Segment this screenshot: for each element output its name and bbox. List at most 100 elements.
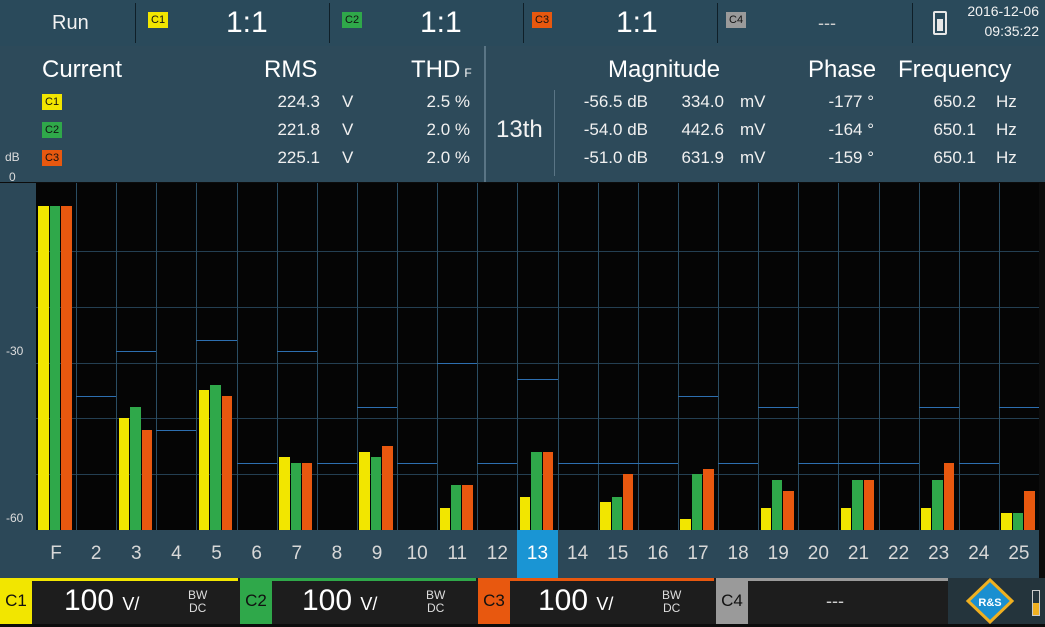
- channel-4-probe-ratio[interactable]: C4 ---: [718, 0, 911, 46]
- bar-c2-h19: [771, 479, 783, 530]
- bottom-channel-bar: C1 100 V/ BW DC C2 100 V/ BW DC C3 100 V/ …: [0, 578, 1045, 624]
- top-status-bar: Run C1 1:1 C2 1:1 C3 1:1 C4 --- 2016-12-…: [0, 0, 1045, 46]
- harmonic-label-10[interactable]: 10: [406, 543, 428, 564]
- harmonic-label-5[interactable]: 5: [211, 543, 222, 564]
- limit-line: [477, 463, 518, 464]
- limit-line: [196, 340, 237, 342]
- bar-c1-h23: [921, 507, 932, 530]
- grid-line-vertical: [316, 183, 318, 530]
- channel-1-ratio: 1:1: [226, 6, 268, 39]
- run-label: Run: [52, 12, 89, 34]
- bar-c1-h25: [1001, 513, 1012, 530]
- row-3-frequency-unit: Hz: [996, 148, 1017, 167]
- bar-c3-h19: [783, 490, 794, 530]
- harmonic-label-25[interactable]: 25: [1008, 543, 1030, 564]
- harmonic-label-7[interactable]: 7: [291, 543, 303, 564]
- bar-c2-h25: [1012, 513, 1024, 530]
- harmonic-label-23[interactable]: 23: [928, 543, 950, 564]
- row-1-rms: 224.3: [277, 92, 320, 111]
- channel-4-scale: ---: [826, 591, 844, 611]
- limit-line: [798, 463, 839, 464]
- harmonics-bar-chart[interactable]: [36, 183, 1039, 530]
- current-label: Current: [42, 56, 123, 83]
- channel-3-ratio: 1:1: [616, 6, 658, 39]
- bar-c2-h9: [370, 457, 382, 530]
- y-axis-unit: dB: [5, 150, 20, 164]
- harmonic-label-21[interactable]: 21: [847, 543, 870, 564]
- time-text: 09:35:22: [984, 23, 1040, 39]
- harmonic-label-20[interactable]: 20: [807, 543, 829, 564]
- row-3-rms: 225.1: [277, 148, 320, 167]
- channel-2-ratio: 1:1: [420, 6, 462, 39]
- harmonic-label-18[interactable]: 18: [727, 543, 749, 564]
- row-3-phase: -159 °: [828, 148, 874, 167]
- bar-c3-h17: [703, 468, 714, 530]
- date-text: 2016-12-06: [967, 3, 1039, 19]
- grid-line-vertical: [236, 183, 238, 530]
- harmonic-order: 13th: [496, 116, 543, 143]
- harmonic-label-11[interactable]: 11: [447, 543, 468, 564]
- harmonic-label-2[interactable]: 2: [90, 543, 102, 564]
- grid-line-vertical: [397, 183, 399, 530]
- bar-c3-h3: [141, 429, 152, 530]
- channel-3-badge-bottom: C3: [478, 578, 510, 624]
- row-2-rms: 221.8: [277, 120, 320, 139]
- order-divider: [554, 90, 555, 176]
- channel-2-probe-ratio[interactable]: C2 1:1: [330, 0, 523, 46]
- limit-line: [998, 407, 1039, 409]
- harmonic-label-12[interactable]: 12: [486, 543, 508, 564]
- harmonic-label-9[interactable]: 9: [371, 543, 383, 564]
- row-2-channel-badge: C2: [42, 122, 63, 138]
- harmonic-label-3[interactable]: 3: [131, 543, 142, 564]
- row-1-rms-unit: V: [342, 92, 354, 111]
- channel-1-scale-setting[interactable]: C1 100 V/ BW DC: [0, 578, 238, 624]
- limit-line: [517, 379, 558, 381]
- channel-1-probe-ratio[interactable]: C1 1:1: [136, 0, 329, 46]
- logo-area[interactable]: R&S: [948, 578, 1045, 624]
- acquisition-status[interactable]: Run: [0, 0, 135, 46]
- harmonic-label-14[interactable]: 14: [567, 543, 589, 564]
- harmonic-label-24[interactable]: 24: [968, 543, 990, 564]
- grid-line-vertical: [637, 183, 639, 530]
- bar-c2-h3: [130, 407, 141, 530]
- harmonic-label-8[interactable]: 8: [331, 543, 343, 564]
- channel-3-scale-setting[interactable]: C3 100 V/ BW DC: [478, 578, 714, 624]
- channel-1-scale: 100 V/: [64, 584, 140, 617]
- bar-c2-hF: [49, 206, 61, 530]
- row-3-magnitude-unit: mV: [740, 148, 766, 167]
- harmonic-label-13[interactable]: 13: [517, 530, 558, 578]
- row-1-channel-badge: C1: [42, 94, 63, 110]
- grid-line-vertical: [798, 183, 800, 530]
- channel-2-scale-setting[interactable]: C2 100 V/ BW DC: [240, 578, 476, 624]
- channel-4-scale-setting[interactable]: C4 ---: [716, 578, 948, 624]
- grid-line-horizontal: [36, 418, 1039, 420]
- panel-divider: [484, 46, 486, 182]
- limit-line: [316, 463, 357, 464]
- channel-4-badge: C4: [726, 12, 747, 28]
- harmonic-label-4[interactable]: 4: [171, 543, 182, 564]
- row-1-frequency-unit: Hz: [996, 92, 1017, 111]
- harmonic-label-17[interactable]: 17: [687, 543, 709, 564]
- row-3-magnitude: 631.9: [681, 148, 724, 167]
- row-2-phase: -164 °: [828, 120, 874, 139]
- y-tick-minus-30: -30: [6, 344, 24, 358]
- grid-line-horizontal: [36, 306, 1039, 308]
- bar-c3-h23: [943, 463, 955, 530]
- channel-3-probe-ratio[interactable]: C3 1:1: [524, 0, 717, 46]
- harmonic-label-22[interactable]: 22: [888, 543, 910, 564]
- grid-line-vertical: [958, 183, 960, 530]
- harmonic-label-F[interactable]: F: [50, 543, 62, 564]
- bar-c1-h15: [600, 502, 611, 530]
- harmonic-label-16[interactable]: 16: [647, 543, 669, 564]
- bar-c3-h11: [462, 485, 473, 530]
- harmonic-label-15[interactable]: 15: [607, 543, 629, 564]
- harmonic-label-19[interactable]: 19: [767, 543, 789, 564]
- row-2-magnitude-unit: mV: [740, 120, 766, 139]
- grid-line-vertical: [838, 183, 840, 530]
- limit-line: [156, 429, 197, 431]
- limit-line: [637, 463, 678, 464]
- harmonic-label-6[interactable]: 6: [251, 543, 262, 564]
- channel-1-badge-bottom: C1: [0, 578, 32, 624]
- bar-c2-h7: [290, 463, 301, 530]
- bar-c1-h17: [680, 518, 691, 530]
